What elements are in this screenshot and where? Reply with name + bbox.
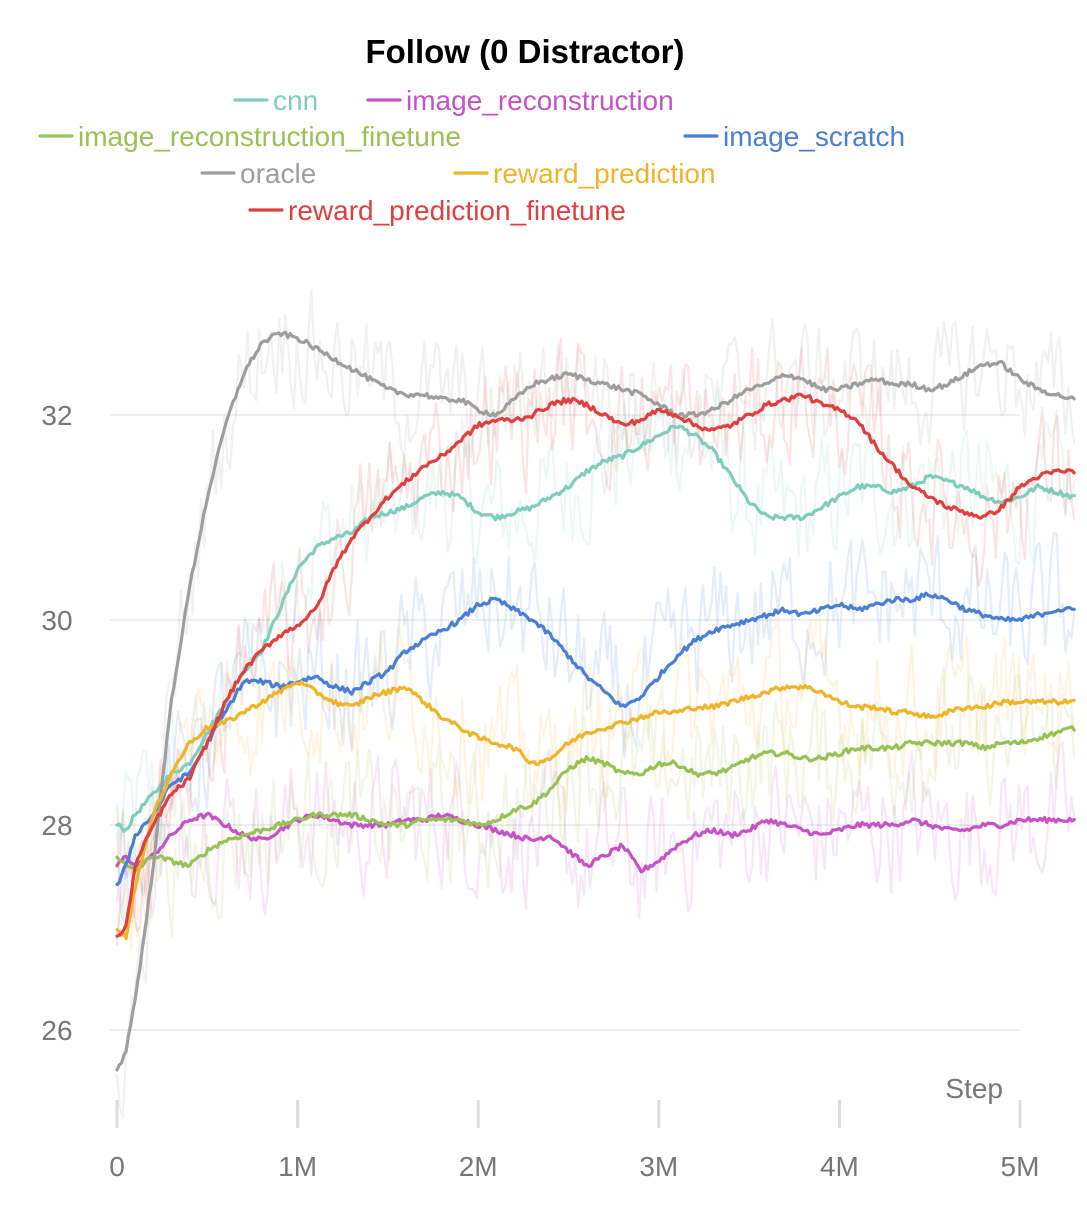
x-axis: 0 1M 2M 3M 4M 5M (109, 1100, 1039, 1182)
y-tick-label: 28 (41, 810, 72, 841)
x-tick-label: 3M (639, 1151, 678, 1182)
series-raw-reward_prediction (115, 608, 1076, 950)
legend-label-cnn: cnn (273, 85, 318, 116)
legend-label-oracle: oracle (240, 158, 316, 189)
series-line-reward_prediction_finetune (115, 392, 1076, 938)
legend-label-image_reconstruction_finetune: image_reconstruction_finetune (78, 121, 461, 152)
x-tick-label: 0 (109, 1151, 125, 1182)
legend-label-image_scratch: image_scratch (723, 121, 905, 152)
series-lines-layer (115, 330, 1076, 1072)
x-tick-label: 2M (459, 1151, 498, 1182)
legend-label-reward_prediction: reward_prediction (493, 158, 716, 189)
series-raw-image_reconstruction (115, 740, 1076, 920)
series-raw-oracle (115, 289, 1076, 1119)
chart-title: Follow (0 Distractor) (365, 33, 684, 70)
x-tick-label: 4M (820, 1151, 859, 1182)
x-axis-label: Step (945, 1073, 1003, 1104)
legend: cnn image_reconstruction image_reconstruct… (38, 85, 905, 226)
y-tick-label: 30 (41, 605, 72, 636)
series-line-image_reconstruction (115, 811, 1076, 874)
legend-label-reward_prediction_finetune: reward_prediction_finetune (288, 195, 626, 226)
series-line-image_scratch (115, 591, 1076, 887)
series-line-reward_prediction (115, 680, 1076, 941)
x-tick-label: 5M (1001, 1151, 1040, 1182)
series-raw-image_reconstruction_finetune (115, 666, 1076, 939)
series-raw-image_scratch (115, 531, 1076, 924)
series-line-image_reconstruction_finetune (115, 725, 1076, 873)
series-line-oracle (115, 330, 1076, 1072)
y-tick-label: 32 (41, 400, 72, 431)
legend-label-image_reconstruction: image_reconstruction (406, 85, 674, 116)
y-axis: 26 28 30 32 (41, 400, 72, 1046)
x-tick-label: 1M (278, 1151, 317, 1182)
y-tick-label: 26 (41, 1015, 72, 1046)
